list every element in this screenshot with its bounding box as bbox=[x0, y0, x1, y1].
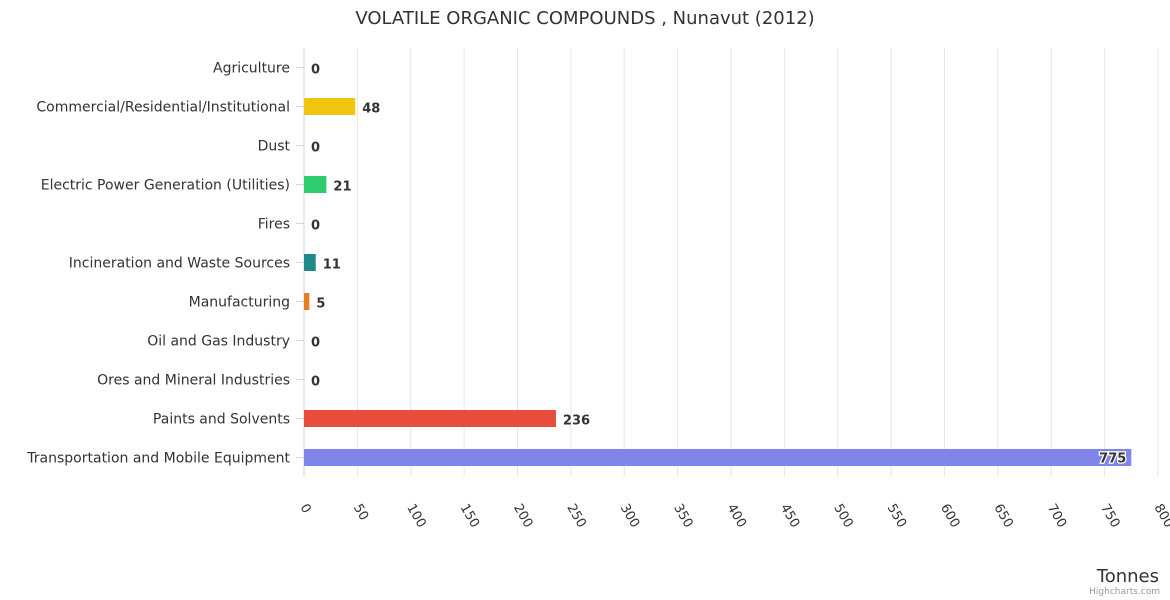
category-label: Ores and Mineral Industries bbox=[97, 373, 290, 389]
bar bbox=[304, 98, 356, 115]
tick-label: 600 bbox=[937, 502, 962, 531]
x-axis-title: Tonnes bbox=[1096, 566, 1159, 587]
tick-label: 250 bbox=[563, 502, 588, 531]
category-label: Agriculture bbox=[213, 61, 290, 77]
category-label: Dust bbox=[258, 139, 291, 155]
tick-label: 100 bbox=[403, 502, 428, 531]
data-label: 21 bbox=[333, 180, 351, 195]
category-label: Transportation and Mobile Equipment bbox=[26, 451, 290, 467]
category-label: Commercial/Residential/Institutional bbox=[36, 100, 290, 116]
data-label: 236 bbox=[563, 414, 590, 429]
category-label: Incineration and Waste Sources bbox=[69, 256, 290, 272]
category-label: Electric Power Generation (Utilities) bbox=[41, 178, 290, 194]
data-label: 5 bbox=[316, 297, 325, 312]
data-label: 48 bbox=[362, 102, 380, 117]
tick-label: 400 bbox=[724, 502, 749, 531]
data-label: 0 bbox=[311, 63, 320, 78]
bar bbox=[304, 293, 310, 310]
tick-label: 550 bbox=[884, 502, 909, 531]
bar bbox=[304, 449, 1132, 466]
category-labels: Agriculture Commercial/Residential/Instit… bbox=[26, 61, 290, 467]
tick-label: 350 bbox=[670, 502, 695, 531]
tick-label: 500 bbox=[830, 502, 855, 531]
x-axis-ticks: 0 50 100 150 200 250 300 350 400 450 500 550 600 650 7… bbox=[297, 502, 1170, 531]
data-label: 775 bbox=[1099, 452, 1126, 467]
bars bbox=[304, 98, 1132, 466]
bar bbox=[304, 254, 316, 271]
data-label: 0 bbox=[311, 141, 320, 156]
tick-label: 450 bbox=[777, 502, 802, 531]
data-label: 0 bbox=[311, 336, 320, 351]
tick-label: 700 bbox=[1044, 502, 1069, 531]
tick-label: 650 bbox=[990, 502, 1015, 531]
chart-title: VOLATILE ORGANIC COMPOUNDS , Nunavut (20… bbox=[355, 8, 814, 29]
tick-label: 50 bbox=[350, 502, 371, 524]
tick-label: 150 bbox=[457, 502, 482, 531]
category-label: Oil and Gas Industry bbox=[147, 334, 290, 350]
tick-label: 200 bbox=[510, 502, 535, 531]
data-label: 11 bbox=[323, 258, 341, 273]
category-label: Paints and Solvents bbox=[153, 412, 290, 428]
bar bbox=[304, 410, 556, 427]
data-labels: 0 48 0 21 0 11 5 0 0 236 775 bbox=[311, 63, 1128, 468]
category-label: Fires bbox=[258, 217, 290, 233]
category-label: Manufacturing bbox=[189, 295, 290, 311]
bar bbox=[304, 176, 327, 193]
tick-label: 800 bbox=[1151, 502, 1170, 531]
data-label: 0 bbox=[311, 375, 320, 390]
tick-label: 0 bbox=[297, 502, 314, 517]
credits-link[interactable]: Highcharts.com bbox=[1089, 587, 1160, 597]
tick-label: 300 bbox=[617, 502, 642, 531]
data-label: 0 bbox=[311, 219, 320, 234]
tick-label: 750 bbox=[1097, 502, 1122, 531]
